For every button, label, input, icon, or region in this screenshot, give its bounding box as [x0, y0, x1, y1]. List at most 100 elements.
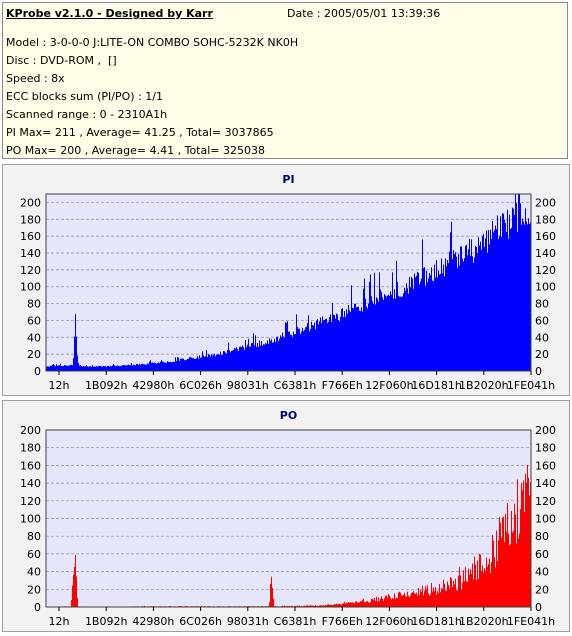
pi-bar: [182, 358, 183, 371]
pi-bar: [135, 365, 136, 371]
po-bar: [480, 554, 481, 607]
pi-bar: [260, 345, 261, 371]
pi-bar: [366, 306, 367, 371]
po-bar: [291, 605, 292, 607]
pi-x-tick-label: 98031h: [227, 379, 269, 392]
pi-bar: [336, 313, 337, 371]
pi-bar: [399, 296, 400, 371]
pi-y-tick-right: 0: [535, 365, 542, 378]
po-bar: [430, 593, 431, 607]
pi-bar: [348, 305, 349, 371]
pi-bar: [454, 254, 455, 371]
pi-bar: [318, 324, 319, 371]
pi-bar: [165, 362, 166, 371]
pi-bar: [140, 364, 141, 371]
po-bar: [414, 593, 415, 607]
pi-y-tick-left: 20: [27, 348, 41, 361]
pi-bar: [272, 342, 273, 371]
pi-bar: [459, 265, 460, 371]
pi-bar: [518, 194, 519, 371]
pi-bar: [139, 363, 140, 371]
po-bar: [466, 580, 467, 607]
pi-bar: [526, 221, 527, 371]
po-bar: [477, 560, 478, 607]
pi-bar: [529, 223, 530, 371]
po-bar: [403, 594, 404, 607]
po-bar: [455, 578, 456, 607]
po-plot-frame: [45, 429, 532, 608]
pi-bar: [91, 366, 92, 371]
po-bar: [465, 567, 466, 607]
pi-bar: [133, 364, 134, 371]
po-bar: [378, 597, 379, 607]
po-bar: [71, 600, 72, 607]
po-bar: [438, 593, 439, 607]
pi-bar: [129, 365, 130, 371]
po-bar: [451, 578, 452, 607]
po-bar: [518, 538, 519, 607]
po-y-tick-right: 40: [535, 566, 549, 579]
pi-bar: [463, 261, 464, 371]
pi-x-tick-label: F766Eh: [322, 379, 363, 392]
pi-bar: [332, 302, 333, 371]
pi-bar: [334, 315, 335, 371]
pi-bar: [462, 258, 463, 371]
pi-bar: [280, 335, 281, 371]
po-bar: [491, 561, 492, 607]
pi-bar: [116, 365, 117, 371]
pi-bar: [512, 207, 513, 371]
pi-bar: [83, 366, 84, 371]
pi-bar: [484, 247, 485, 371]
pi-bar: [183, 358, 184, 371]
pi-y-tick-right: 40: [535, 331, 549, 344]
pi-bar: [397, 281, 398, 371]
po-bar: [310, 605, 311, 607]
pi-bar: [64, 365, 65, 371]
po-bar: [431, 583, 432, 607]
pi-bar: [438, 270, 439, 371]
po-bar: [473, 579, 474, 607]
po-bar: [508, 533, 509, 607]
pi-bar: [102, 366, 103, 371]
pi-bar: [215, 356, 216, 371]
po-bar: [523, 480, 524, 607]
pi-bar: [307, 323, 308, 371]
pi-bar: [458, 253, 459, 371]
pi-bar: [306, 326, 307, 371]
pi-bar: [400, 296, 401, 371]
pi-bar: [450, 232, 451, 371]
pi-bar: [381, 291, 382, 371]
pi-bar: [207, 357, 208, 371]
po-bar: [364, 602, 365, 607]
po-x-tick-label: 1B092h: [85, 615, 128, 628]
pi-bar: [378, 301, 379, 371]
po-bar: [529, 495, 530, 607]
pi-bar: [342, 308, 343, 371]
pi-bar: [107, 366, 108, 371]
pi-bar: [124, 365, 125, 371]
pi-bar: [387, 295, 388, 371]
pi-bar: [112, 365, 113, 371]
pi-bar: [345, 317, 346, 371]
pi-bar: [354, 303, 355, 371]
po-bar: [343, 603, 344, 607]
po-y-tick-right: 80: [535, 530, 549, 543]
pi-bar: [327, 322, 328, 371]
pi-bar: [162, 361, 163, 371]
pi-bar: [360, 311, 361, 371]
speed-line: Speed : 8x: [6, 72, 65, 85]
pi-bar: [74, 336, 75, 371]
pi-bar: [350, 311, 351, 371]
pi-y-tick-right: 200: [535, 196, 556, 209]
pi-bar: [357, 307, 358, 371]
pi-bar: [249, 346, 250, 371]
pi-bar: [356, 307, 357, 371]
po-bar: [432, 591, 433, 607]
pi-y-tick-right: 120: [535, 264, 556, 277]
pi-bar: [498, 239, 499, 371]
po-bar: [287, 605, 288, 607]
pi-bar: [81, 365, 82, 371]
info-panel: KProbe v2.1.0 - Designed by Karr Date : …: [2, 2, 568, 159]
pi-bar: [293, 331, 294, 371]
pi-bar: [478, 237, 479, 371]
